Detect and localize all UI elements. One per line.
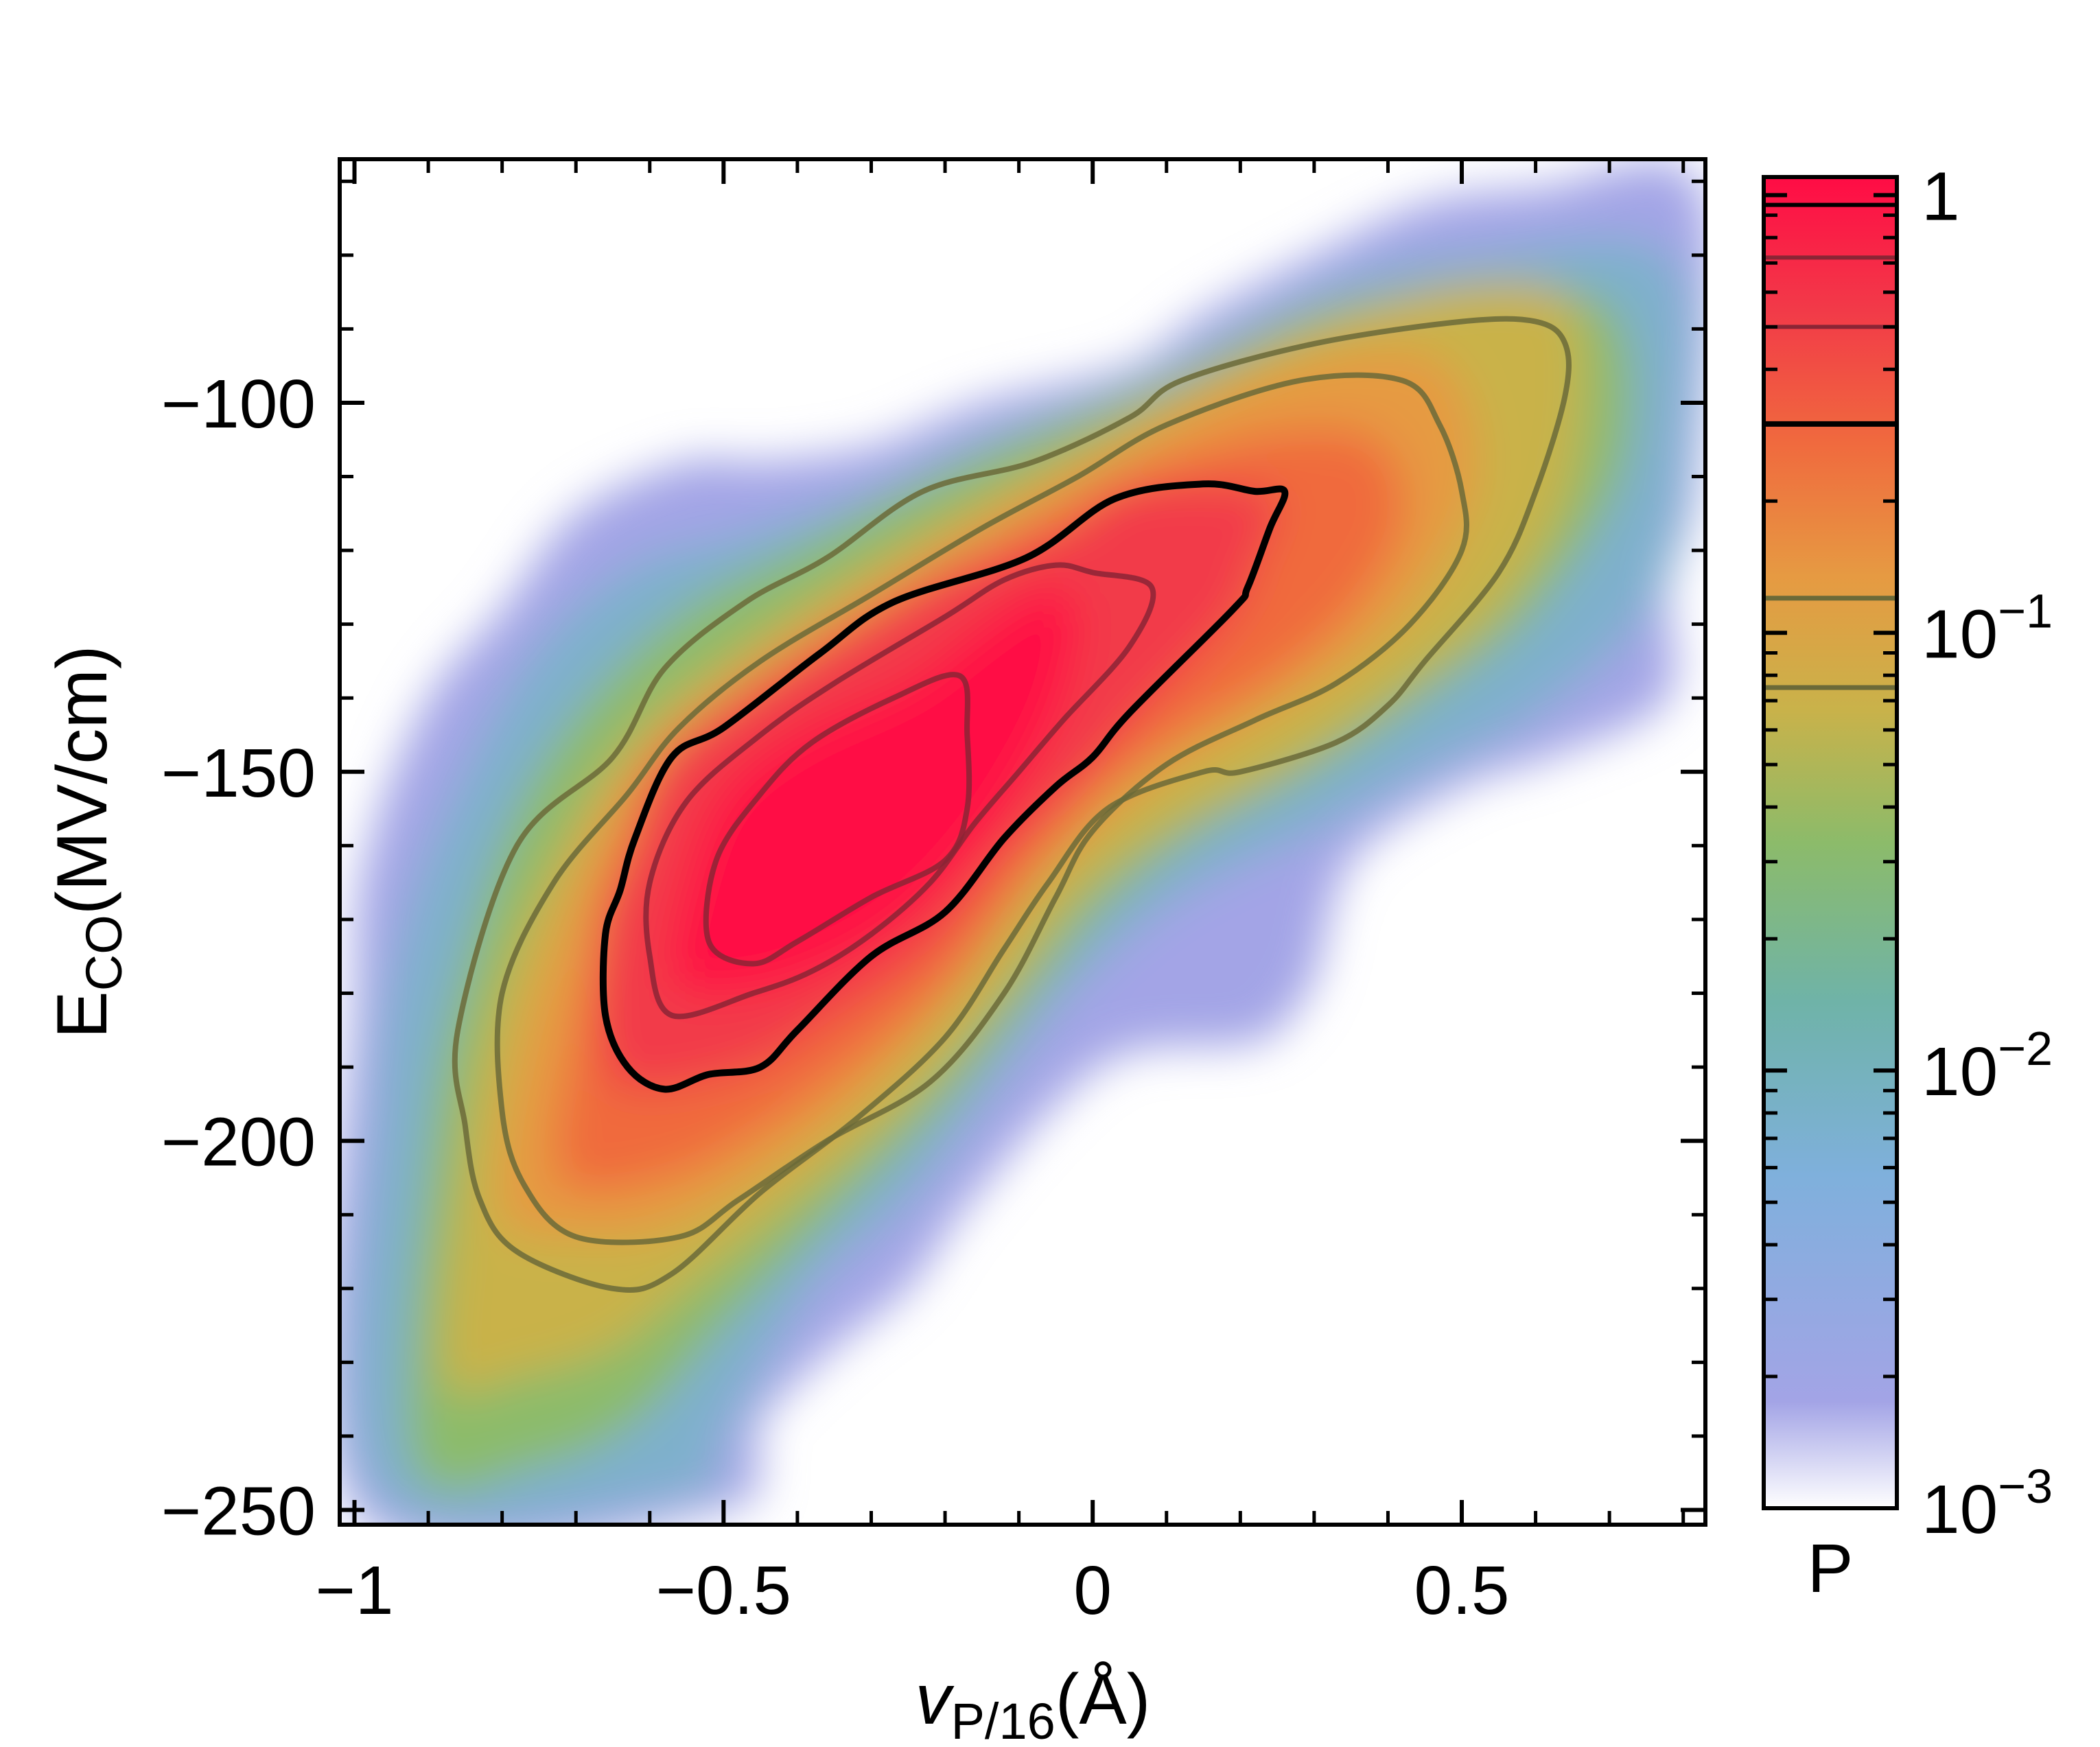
y-axis: −100 −150 −200 −250 — [161, 179, 1705, 1549]
x-tick-label: −1 — [316, 1552, 394, 1629]
colorbar-contour-lines — [1764, 202, 1897, 690]
colorbar-tick-label: 10−2 — [1922, 1022, 2053, 1110]
x-axis-title: vP/16(Å) — [915, 1660, 1151, 1747]
contour-lines — [452, 316, 1572, 1293]
contour-inner2 — [703, 672, 972, 967]
x-axis: −1 −0.5 0 0.5 — [316, 159, 1685, 1629]
colorbar-tick-label: 1 — [1922, 158, 1960, 235]
y-tick-label: −200 — [161, 1104, 316, 1181]
x-tick-label: 0.5 — [1414, 1552, 1510, 1629]
plot-frame — [338, 157, 1707, 1527]
colorbar: 1 10−1 10−2 10−3 P — [1762, 158, 2053, 1607]
colorbar-ticks: 1 10−1 10−2 10−3 — [1764, 158, 2053, 1548]
density-regions — [340, 161, 1705, 1525]
y-tick-label: −100 — [161, 366, 316, 443]
y-tick-label: −150 — [161, 735, 316, 812]
colorbar-tick-label: 10−3 — [1922, 1459, 2053, 1548]
contour-second — [494, 372, 1469, 1245]
density-heatmap — [340, 161, 1705, 1525]
colorbar-label: P — [1808, 1530, 1854, 1607]
x-tick-label: 0 — [1073, 1552, 1112, 1629]
y-axis-title: ECO(MV/cm) — [43, 645, 132, 1038]
density-region-0.8 — [670, 587, 1078, 994]
colorbar-tick-label: 10−1 — [1922, 584, 2053, 672]
colorbar-frame — [1762, 175, 1899, 1510]
colorbar-fill — [1764, 177, 1897, 1508]
y-tick-label: −250 — [161, 1473, 316, 1549]
contour-main — [599, 480, 1289, 1093]
contour-inner1 — [643, 562, 1156, 1020]
x-tick-label: −0.5 — [656, 1552, 791, 1629]
